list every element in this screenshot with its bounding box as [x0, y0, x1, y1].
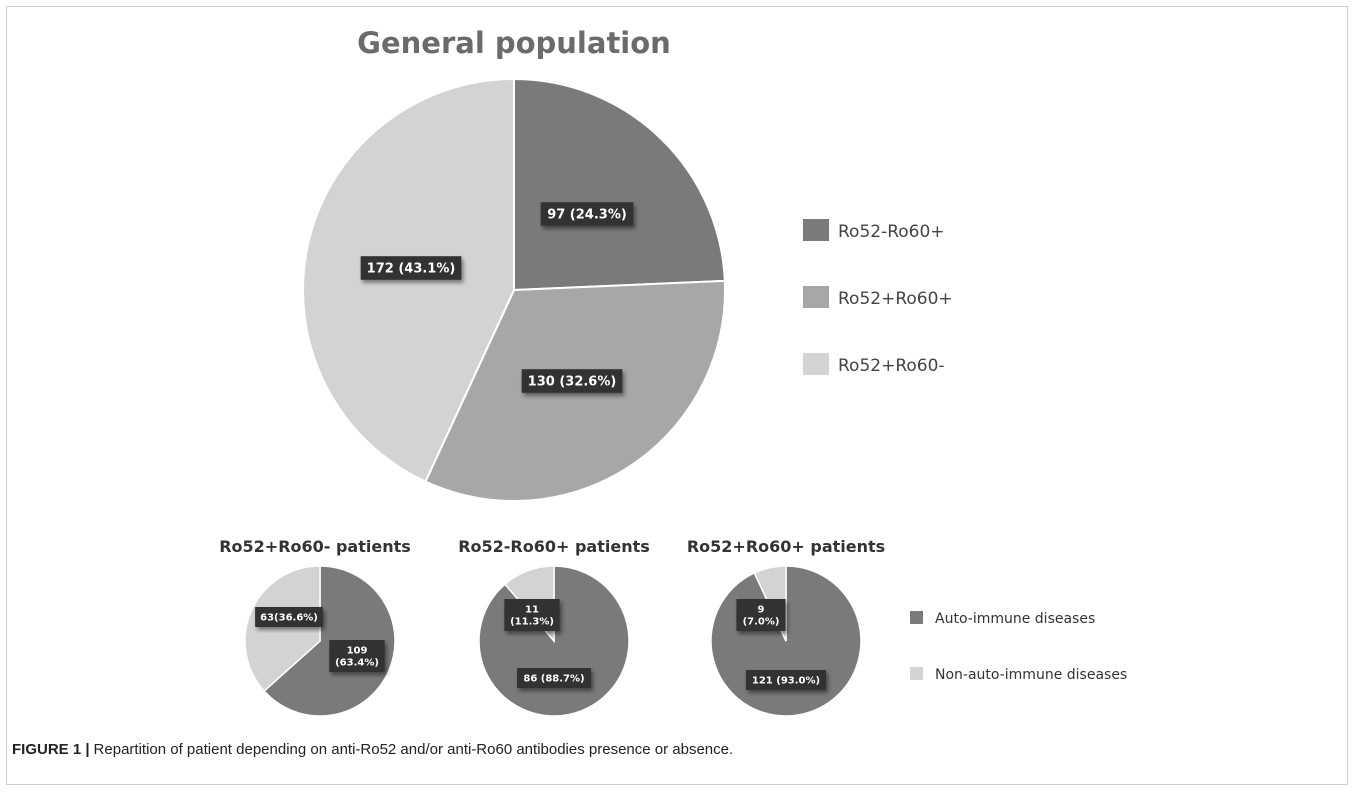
figure-frame	[6, 6, 1348, 785]
pie2-data-label-non-auto-immune-diseases: 11	[525, 605, 539, 616]
legend-label-ro52pos-ro60neg: Ro52+Ro60-	[838, 356, 945, 376]
pie2-data-label-non-auto-immune-diseases: (11.3%)	[510, 617, 554, 628]
pie0-data-label-ro52posro60neg: 172 (43.1%)	[367, 262, 456, 277]
pie0-slice-ro52-ro60pos	[513, 77, 726, 292]
pie2-data-label-auto-immune-diseases: 86 (88.7%)	[523, 674, 584, 685]
figure-caption-text: Repartition of patient depending on anti…	[93, 741, 734, 758]
pie0-label-box-ro52posro60neg	[360, 256, 462, 280]
legend-swatch-nonautoimmune	[910, 667, 923, 680]
pie1-data-label-auto-immune-diseases: 109	[347, 646, 368, 657]
pie3-label-box-auto-immune-diseases	[745, 670, 827, 690]
legend-swatch-ro52-ro60pos	[803, 219, 829, 241]
legend-label-autoimmune: Auto-immune diseases	[935, 611, 1095, 627]
legend-label-ro52pos-ro60pos: Ro52+Ro60+	[838, 289, 953, 309]
ro52-ro60pos-patients-pie: Ro52-Ro60+ patients 86 (88.7%) 11(11.3%)	[458, 537, 650, 717]
pie0-label-box-ro52-ro60pos	[540, 202, 634, 226]
pie1-data-label-non-auto-immune-diseases: 63(36.6%)	[260, 613, 318, 624]
ro52pos-ro60neg-patients-title: Ro52+Ro60- patients	[219, 537, 411, 556]
pie3-data-label-non-auto-immune-diseases: (7.0%)	[743, 617, 780, 628]
ro52pos-ro60neg-patients-pie: Ro52+Ro60- patients 109(63.4%) 63(36.6%)	[219, 537, 411, 717]
general-population-legend: Ro52-Ro60+ Ro52+Ro60+ Ro52+Ro60-	[803, 219, 953, 376]
pie0-data-label-ro52-ro60pos: 97 (24.3%)	[547, 208, 627, 223]
pie3-data-label-auto-immune-diseases: 121 (93.0%)	[752, 676, 820, 687]
pie0-label-box-ro52posro60pos	[521, 369, 623, 393]
general-population-pie: General population 97 (24.3%) 130 (32.6%)…	[302, 26, 726, 502]
pie2-label-box-non-auto-immune-diseases	[504, 599, 560, 631]
figure-caption: FIGURE 1 | Repartition of patient dependi…	[12, 741, 1332, 758]
legend-label-ro52-ro60pos: Ro52-Ro60+	[838, 222, 945, 242]
pie0-data-label-ro52posro60pos: 130 (32.6%)	[528, 375, 617, 390]
pie1-slice-non-auto-immune-diseases	[244, 565, 321, 693]
pie1-label-box-auto-immune-diseases	[329, 640, 385, 672]
pie0-slice-ro52posro60neg	[302, 77, 515, 483]
ro52pos-ro60pos-patients-pie: Ro52+Ro60+ patients 121 (93.0%) 9(7.0%)	[687, 537, 885, 717]
legend-swatch-ro52pos-ro60neg	[803, 353, 829, 375]
legend-label-nonautoimmune: Non-auto-immune diseases	[935, 667, 1127, 683]
figure-caption-label: FIGURE 1 |	[12, 741, 90, 758]
pie1-label-box-non-auto-immune-diseases	[255, 607, 323, 627]
disease-legend: Auto-immune diseases Non-auto-immune dis…	[910, 611, 1127, 683]
pie3-label-box-non-auto-immune-diseases	[736, 599, 786, 631]
pie1-data-label-auto-immune-diseases: (63.4%)	[335, 658, 379, 669]
ro52-ro60pos-patients-title: Ro52-Ro60+ patients	[458, 537, 650, 556]
pie2-label-box-auto-immune-diseases	[517, 668, 591, 688]
ro52pos-ro60pos-patients-title: Ro52+Ro60+ patients	[687, 537, 885, 556]
legend-swatch-autoimmune	[910, 611, 923, 624]
legend-swatch-ro52pos-ro60pos	[803, 286, 829, 308]
pie3-data-label-non-auto-immune-diseases: 9	[758, 605, 765, 616]
general-population-title: General population	[357, 26, 671, 60]
